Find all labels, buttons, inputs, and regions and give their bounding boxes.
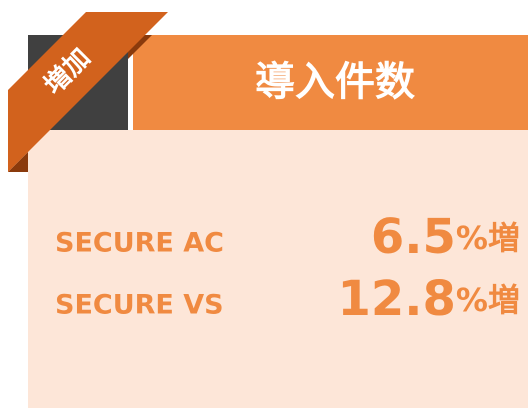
- row-figure: 6.5%増: [371, 209, 520, 265]
- row-value: 6.5: [371, 209, 456, 265]
- header-bar: [133, 35, 528, 130]
- row-unit: %増: [456, 281, 520, 319]
- header-title: 導入件数: [255, 59, 415, 105]
- row-value: 12.8: [337, 271, 455, 327]
- row-figure: 12.8%増: [337, 271, 520, 327]
- row-name: SECURE VS: [55, 290, 224, 321]
- ribbon: [8, 12, 168, 172]
- rows: SECURE AC 6.5%増 SECURE VS 12.8%増: [55, 209, 520, 327]
- row-name: SECURE AC: [55, 228, 224, 259]
- card-body: [28, 130, 528, 408]
- row-unit: %増: [456, 219, 520, 257]
